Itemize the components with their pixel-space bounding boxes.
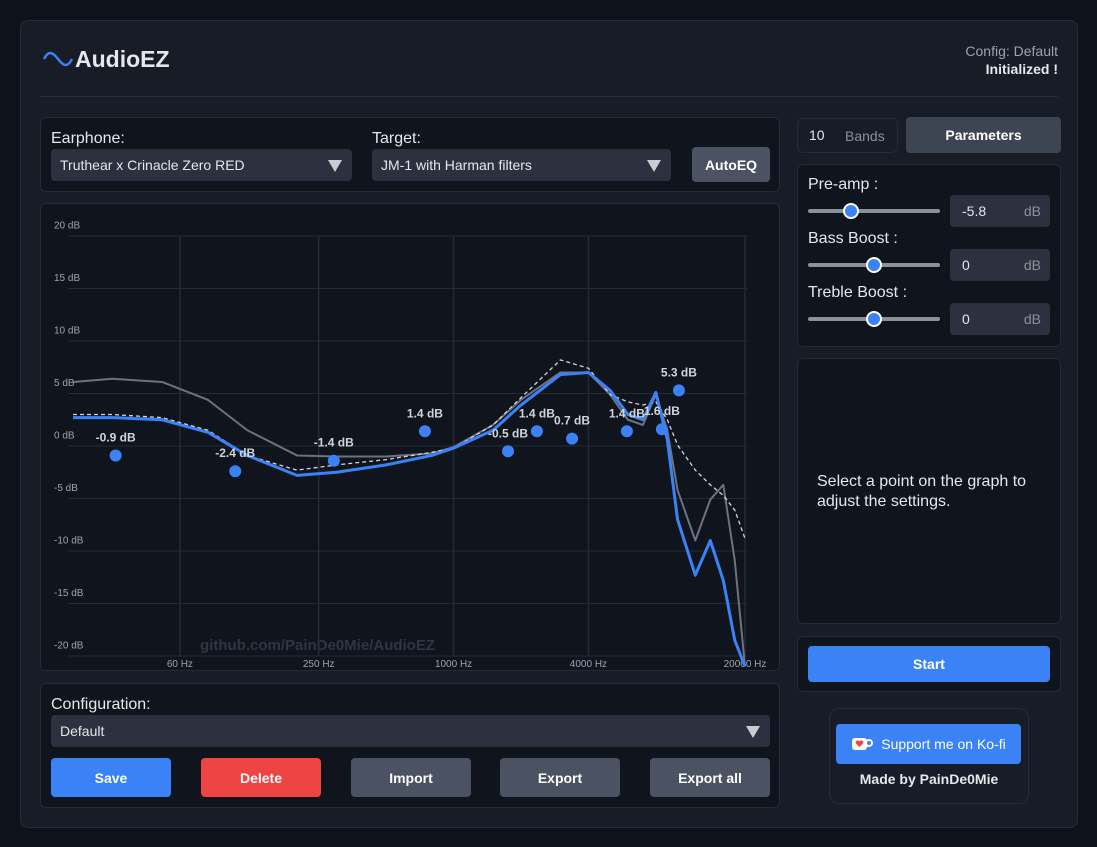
- y-tick-label: 15 dB: [54, 273, 80, 284]
- slider-label: Bass Boost :: [808, 230, 898, 247]
- response-curve: [72, 371, 746, 667]
- filter-label: 1.6 dB: [644, 404, 680, 418]
- bands-box[interactable]: [797, 118, 898, 153]
- y-tick-label: -10 dB: [54, 536, 84, 547]
- slider-track[interactable]: [808, 203, 940, 219]
- bands-label: Bands: [845, 128, 885, 144]
- filter-point[interactable]: [655, 423, 668, 436]
- target-select[interactable]: JM-1 with Harman filters: [372, 149, 671, 181]
- earphone-label: Earphone:: [51, 130, 125, 147]
- save-button[interactable]: Save: [51, 758, 171, 797]
- import-button[interactable]: Import: [351, 758, 471, 797]
- filter-label: 1.4 dB: [519, 406, 555, 420]
- slider-unit: dB: [1023, 203, 1041, 219]
- slider-knob[interactable]: [866, 257, 882, 273]
- filter-point[interactable]: [327, 454, 340, 467]
- x-tick-label: 4000 Hz: [570, 659, 607, 670]
- filter-point[interactable]: [620, 425, 633, 438]
- slider-value: -5.8: [962, 203, 987, 219]
- slider-input[interactable]: 0 dB: [950, 303, 1050, 335]
- configuration-select[interactable]: Default: [51, 715, 770, 747]
- plot-area: [72, 359, 747, 668]
- export-all-button[interactable]: Export all: [650, 758, 770, 797]
- credit: Made by PainDe0Mie: [859, 771, 999, 787]
- slider-label: Pre-amp :: [808, 176, 879, 193]
- start-button[interactable]: Start: [808, 646, 1050, 682]
- info-panel: [797, 358, 1061, 624]
- kofi-button[interactable]: Support me on Ko-fi: [836, 724, 1021, 764]
- filter-label: -2.4 dB: [215, 446, 255, 460]
- slider-label: Treble Boost :: [808, 284, 908, 301]
- y-tick-label: 10 dB: [54, 326, 80, 337]
- filter-label: 0.7 dB: [554, 414, 590, 428]
- slider-track[interactable]: [808, 257, 940, 273]
- y-tick-label: 20 dB: [54, 221, 80, 232]
- watermark: github.com/PainDe0Mie/AudioEZ: [200, 637, 435, 654]
- logo: AudioEZ: [75, 46, 170, 72]
- configuration-label: Configuration:: [51, 696, 151, 713]
- filter-point[interactable]: [672, 384, 685, 397]
- logo-icon: [42, 51, 74, 67]
- slider-unit: dB: [1023, 311, 1041, 327]
- filter-point[interactable]: [566, 432, 579, 445]
- slider-input[interactable]: -5.8 dB: [950, 195, 1050, 227]
- filter-label: -0.5 dB: [488, 426, 528, 440]
- filter-point[interactable]: [530, 425, 543, 438]
- target-label: Target:: [372, 130, 421, 147]
- delete-button[interactable]: Delete: [201, 758, 321, 797]
- chart-panel: [40, 203, 780, 671]
- export-button[interactable]: Export: [500, 758, 620, 797]
- init-status: Initialized !: [985, 61, 1058, 77]
- parameters-button[interactable]: Parameters: [906, 117, 1061, 153]
- filter-point[interactable]: [502, 445, 515, 458]
- divider: [40, 96, 1058, 97]
- filter-label: -1.4 dB: [314, 436, 354, 450]
- filter-point[interactable]: [229, 465, 242, 478]
- slider-value: 0: [962, 257, 970, 273]
- x-tick-label: 60 Hz: [167, 659, 193, 670]
- filter-label: 1.4 dB: [609, 406, 645, 420]
- response-curve: [73, 371, 747, 668]
- config-status: Config: Default: [965, 43, 1058, 59]
- info-text: Select a point on the graph to adjust th…: [817, 473, 1027, 510]
- filter-label: -0.9 dB: [96, 430, 136, 444]
- y-tick-label: -5 dB: [54, 483, 78, 494]
- kofi-text: Support me on Ko-fi: [881, 736, 1006, 752]
- autoeq-button[interactable]: AutoEQ: [692, 147, 770, 182]
- y-tick-label: 0 dB: [54, 431, 75, 442]
- slider-unit: dB: [1023, 257, 1041, 273]
- y-tick-label: -20 dB: [54, 641, 84, 652]
- filter-point[interactable]: [418, 425, 431, 438]
- slider-input[interactable]: 0 dB: [950, 249, 1050, 281]
- filter-label: 1.4 dB: [407, 406, 443, 420]
- slider-knob[interactable]: [843, 203, 859, 219]
- filter-label: 5.3 dB: [661, 365, 697, 379]
- slider-knob[interactable]: [866, 311, 882, 327]
- x-tick-label: 1000 Hz: [435, 659, 472, 670]
- y-tick-label: 5 dB: [54, 378, 75, 389]
- bands-count: 10: [809, 127, 825, 143]
- earphone-select[interactable]: Truthear x Crinacle Zero RED: [51, 149, 352, 181]
- slider-value: 0: [962, 311, 970, 327]
- slider-track[interactable]: [808, 311, 940, 327]
- x-tick-label: 250 Hz: [303, 659, 335, 670]
- filter-point[interactable]: [109, 449, 122, 462]
- y-tick-label: -15 dB: [54, 588, 84, 599]
- kofi-icon: [852, 738, 874, 750]
